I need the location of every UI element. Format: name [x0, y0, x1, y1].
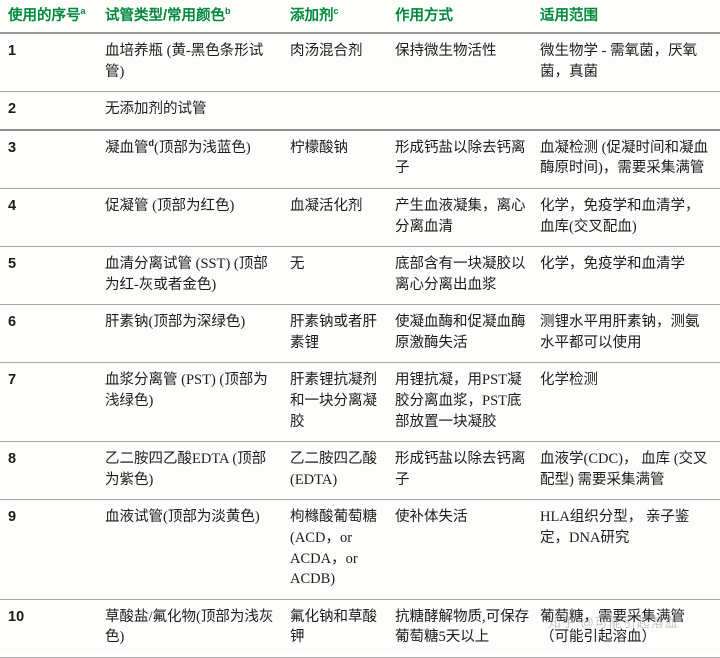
row-index: 6 — [0, 304, 105, 364]
column-header-mechanism: 作用方式 — [395, 0, 540, 35]
cell-additive: 肝素钠或者肝素锂 — [290, 304, 395, 364]
column-header-index-label: 使用的序号 — [8, 8, 81, 24]
table-row: 8 乙二胺四乙酸EDTA (顶部为紫色) 乙二胺四乙酸(EDTA) 形成钙盐以除… — [0, 441, 720, 501]
row-index: 9 — [0, 499, 105, 600]
row-index: 2 — [0, 91, 105, 131]
cell-mechanism — [395, 91, 540, 131]
row-index: 10 — [0, 599, 105, 658]
cell-mechanism: 产生血液凝集，离心分离血清 — [395, 188, 540, 248]
cell-tube-type-tail: (顶部为浅蓝色) — [154, 139, 251, 156]
cell-mechanism: 使补体失活 — [395, 499, 540, 600]
cell-uses: 血液学(CDC)， 血库 (交叉配型) 需要采集满管 — [540, 441, 720, 501]
cell-additive: 无 — [290, 246, 395, 306]
cell-tube-type-main: 凝血管 — [105, 139, 149, 156]
table-row: 6 肝素钠(顶部为深绿色) 肝素钠或者肝素锂 使凝血酶和促凝血酶原激酶失活 测锂… — [0, 304, 720, 364]
cell-mechanism: 保持微生物活性 — [395, 33, 540, 93]
header-row: 使用的序号a 试管类型/常用颜色b 添加剂c 作用方式 适用范围 — [0, 0, 720, 35]
cell-additive: 枸橼酸葡萄糖(ACD，or ACDA，or ACDB) — [290, 499, 395, 600]
table-row: 3 凝血管d(顶部为浅蓝色) 柠檬酸钠 形成钙盐以除去钙离子 血凝检测 (促凝时… — [0, 129, 720, 190]
cell-tube-type: 凝血管d(顶部为浅蓝色) — [105, 129, 290, 190]
cell-additive — [290, 91, 395, 131]
table-row: 2 无添加剂的试管 — [0, 91, 720, 131]
cell-tube-type: 草酸盐/氟化物(顶部为浅灰色) — [105, 599, 290, 658]
cell-uses: 测锂水平用肝素钠，测氨水平都可以使用 — [540, 304, 720, 364]
table-row: 4 促凝管 (顶部为红色) 血凝活化剂 产生血液凝集，离心分离血清 化学，免疫学… — [0, 188, 720, 248]
cell-mechanism: 形成钙盐以除去钙离子 — [395, 129, 540, 190]
cell-mechanism: 抗糖酵解物质,可保存葡萄糖5天以上 — [395, 599, 540, 658]
footnote-marker-a: a — [80, 6, 86, 17]
table-row: 7 血浆分离管 (PST) (顶部为浅绿色) 肝素锂抗凝剂和一块分离凝胶 用锂抗… — [0, 362, 720, 443]
cell-uses: 化学检测 — [540, 362, 720, 443]
column-header-additive-label: 添加剂 — [290, 8, 334, 24]
cell-additive: 氟化钠和草酸钾 — [290, 599, 395, 658]
cell-tube-type: 促凝管 (顶部为红色) — [105, 188, 290, 248]
row-index: 8 — [0, 441, 105, 501]
cell-additive: 肝素锂抗凝剂和一块分离凝胶 — [290, 362, 395, 443]
row-index: 3 — [0, 129, 105, 190]
cell-additive: 血凝活化剂 — [290, 188, 395, 248]
cell-additive: 柠檬酸钠 — [290, 129, 395, 190]
cell-tube-type: 无添加剂的试管 — [105, 91, 290, 131]
cell-tube-type: 血培养瓶 (黄-黑色条形试管) — [105, 33, 290, 93]
cell-tube-type: 血浆分离管 (PST) (顶部为浅绿色) — [105, 362, 290, 443]
column-header-uses: 适用范围 — [540, 0, 720, 35]
cell-tube-type: 血清分离试管 (SST) (顶部为红-灰或者金色) — [105, 246, 290, 306]
cell-tube-type: 乙二胺四乙酸EDTA (顶部为紫色) — [105, 441, 290, 501]
cell-additive: 乙二胺四乙酸(EDTA) — [290, 441, 395, 501]
cell-additive: 肉汤混合剂 — [290, 33, 395, 93]
column-header-tube-type-label: 试管类型/常用颜色 — [105, 8, 226, 24]
column-header-tube-type: 试管类型/常用颜色b — [105, 0, 290, 35]
cell-tube-type: 肝素钠(顶部为深绿色) — [105, 304, 290, 364]
row-index: 7 — [0, 362, 105, 443]
row-index: 4 — [0, 188, 105, 248]
column-header-uses-label: 适用范围 — [540, 8, 598, 24]
cell-uses: 血凝检测 (促凝时间和凝血酶原时间)，需要采集满管 — [540, 129, 720, 190]
row-index: 1 — [0, 33, 105, 93]
table-header: 使用的序号a 试管类型/常用颜色b 添加剂c 作用方式 适用范围 — [0, 0, 720, 35]
cell-uses: 化学，免疫学和血清学 — [540, 246, 720, 306]
footnote-marker-d: d — [148, 138, 155, 149]
column-header-index: 使用的序号a — [0, 0, 105, 35]
row-index: 5 — [0, 246, 105, 306]
cell-uses: 化学，免疫学和血清学，血库(交叉配血) — [540, 188, 720, 248]
table-row: 1 血培养瓶 (黄-黑色条形试管) 肉汤混合剂 保持微生物活性 微生物学 - 需… — [0, 33, 720, 93]
cell-uses: 葡萄糖，需要采集满管（可能引起溶血） — [540, 599, 720, 658]
footnote-marker-c: c — [333, 6, 339, 17]
cell-uses: 微生物学 - 需氧菌，厌氧菌，真菌 — [540, 33, 720, 93]
cell-mechanism: 形成钙盐以除去钙离子 — [395, 441, 540, 501]
cell-uses — [540, 91, 720, 131]
cell-mechanism: 用锂抗凝，用PST凝胶分离血浆，PST底部放置一块凝胶 — [395, 362, 540, 443]
cell-mechanism: 使凝血酶和促凝血酶原激酶失活 — [395, 304, 540, 364]
column-header-mechanism-label: 作用方式 — [395, 8, 453, 24]
footnote-marker-b: b — [225, 6, 231, 17]
cell-tube-type: 血液试管(顶部为淡黄色) — [105, 499, 290, 600]
table-body: 1 血培养瓶 (黄-黑色条形试管) 肉汤混合剂 保持微生物活性 微生物学 - 需… — [0, 33, 720, 658]
column-header-additive: 添加剂c — [290, 0, 395, 35]
cell-uses: HLA组织分型， 亲子鉴定，DNA研究 — [540, 499, 720, 600]
table-row: 5 血清分离试管 (SST) (顶部为红-灰或者金色) 无 底部含有一块凝胶以离… — [0, 246, 720, 306]
table-row: 10 草酸盐/氟化物(顶部为浅灰色) 氟化钠和草酸钾 抗糖酵解物质,可保存葡萄糖… — [0, 599, 720, 658]
table-row: 9 血液试管(顶部为淡黄色) 枸橼酸葡萄糖(ACD，or ACDA，or ACD… — [0, 499, 720, 600]
cell-mechanism: 底部含有一块凝胶以离心分离出血浆 — [395, 246, 540, 306]
